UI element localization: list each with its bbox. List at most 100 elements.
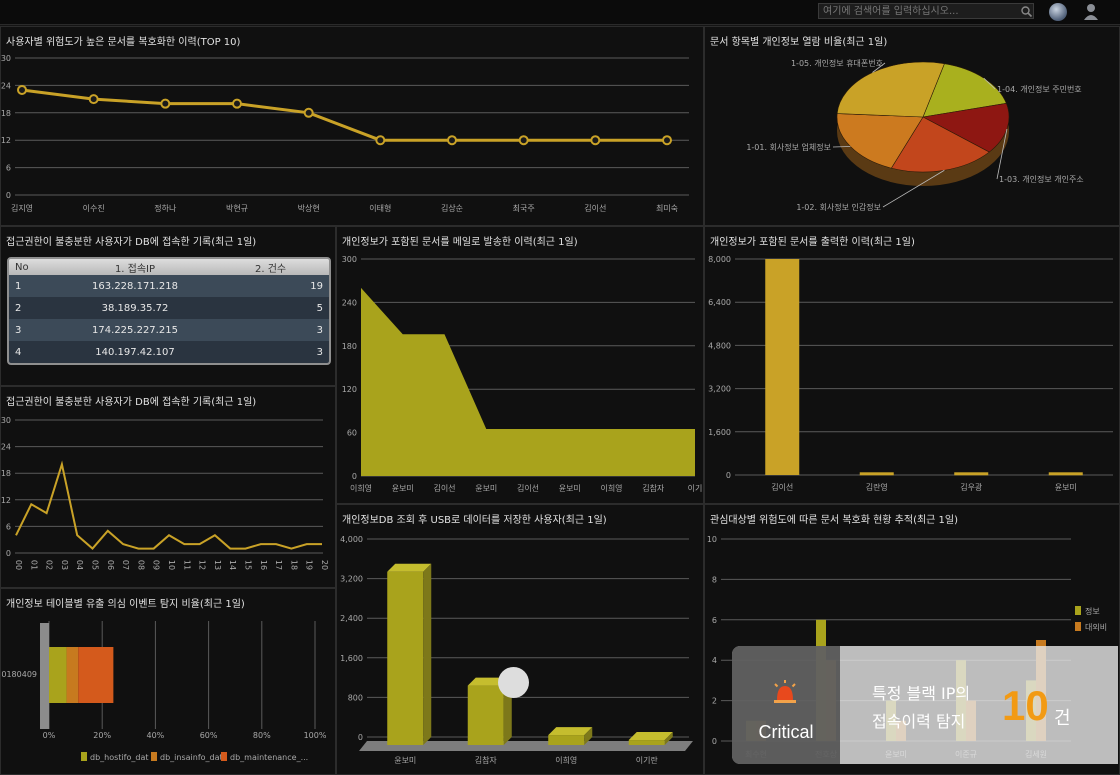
data-point xyxy=(232,98,242,109)
y-tick-label: 3,200 xyxy=(708,385,731,394)
bar-side xyxy=(423,563,432,745)
x-tick-label: 김란영 xyxy=(866,482,888,492)
cell-ip: 38.189.35.72 xyxy=(101,302,169,314)
event-bar-chart: 0% 20% 40% 60% 80% 100% 20180409 db_hostifo_dat… xyxy=(0,621,327,762)
y-tick-label: 20180409 xyxy=(0,670,37,679)
bar xyxy=(765,259,800,475)
bar-side xyxy=(664,732,673,745)
table-row[interactable]: 4 140.197.42.107 3 xyxy=(9,341,329,363)
legend-label: db_insainfo_dat xyxy=(160,753,223,762)
x-tick-label: 김이선 xyxy=(584,203,606,213)
y-tick-label: 60 xyxy=(347,429,357,438)
mail-area-chart: 0 60 120 180 240 300 이희영 윤보미 김이선 윤보미 김이선 윤보미 이희영 김참자 이… xyxy=(342,255,703,493)
search-input[interactable]: 여기에 검색어를 입력하십시오... xyxy=(818,3,1034,19)
panel-dbline: 접근권한이 불충분한 사용자가 DB에 접속한 기록(최근 1일) 0 6 12 18… xyxy=(0,386,336,588)
y-tick-label: 0 xyxy=(712,737,717,746)
x-tick-label: 이기 xyxy=(688,483,703,493)
x-tick-label: 80% xyxy=(253,731,271,740)
y-tick-label: 0 xyxy=(726,471,731,480)
header-no[interactable]: No xyxy=(15,261,29,273)
x-tick-label: 김지영 xyxy=(11,203,33,213)
data-point xyxy=(375,135,386,146)
user-icon[interactable] xyxy=(1083,3,1099,21)
y-tick-label: 3,200 xyxy=(340,575,363,584)
leader-line xyxy=(983,77,996,90)
header-count[interactable]: 2. 건수 xyxy=(255,263,287,275)
mouse-cursor xyxy=(498,667,529,698)
leader-line xyxy=(832,146,851,148)
data-point xyxy=(88,94,99,105)
alert-count-unit: 건 xyxy=(1054,708,1071,729)
table-header: No 1. 접속IP 2. 건수 xyxy=(9,259,329,275)
cell-count: 3 xyxy=(316,324,323,336)
x-tick-label: 정하나 xyxy=(154,203,177,213)
bar xyxy=(628,740,665,745)
siren-icon xyxy=(774,680,796,703)
x-tick-label: 김우광 xyxy=(960,482,983,492)
legend-swatch xyxy=(1075,622,1081,631)
alert-level: Critical xyxy=(758,722,814,742)
series-line xyxy=(21,88,667,142)
slice-label: 1-01. 회사정보 업체정보 xyxy=(746,142,831,152)
alert-message-line2: 접속이력 탐지 xyxy=(872,712,966,731)
x-tick-label: 15 xyxy=(244,560,253,570)
y-tick-label: 18 xyxy=(1,109,11,118)
x-tick-label: 20 xyxy=(320,560,329,570)
y-tick-label: 6 xyxy=(6,522,11,531)
x-tick-label: 김참자 xyxy=(475,755,498,765)
bar-top xyxy=(628,732,673,741)
x-tick-label: 09 xyxy=(152,560,161,570)
x-tick-label: 40% xyxy=(147,731,165,740)
panel-title: 사용자별 위험도가 높은 문서를 복호화한 이력(TOP 10) xyxy=(6,37,241,48)
leader-line xyxy=(882,169,945,208)
panel-title: 접근권한이 불충분한 사용자가 DB에 접속한 기록(최근 1일) xyxy=(6,237,257,248)
y-tick-label: 30 xyxy=(1,416,11,425)
bar-side xyxy=(584,727,593,745)
cell-count: 19 xyxy=(310,280,323,292)
critical-alert-toast[interactable]: Critical 특정 블랙 IP의 접속이력 탐지 10 건 xyxy=(732,646,1118,764)
x-tick-label: 윤보미 xyxy=(1055,483,1077,492)
x-tick-label: 이희영 xyxy=(600,483,622,493)
panel-dbtable: 접근권한이 불충분한 사용자가 DB에 접속한 기록(최근 1일) No 1. … xyxy=(0,226,336,386)
x-tick-label: 60% xyxy=(200,731,218,740)
x-tick-label: 김참자 xyxy=(642,483,665,493)
panel-title: 개인정보DB 조회 후 USB로 데이터를 저장한 사용자(최근 1일) xyxy=(342,515,607,526)
y-tick-label: 24 xyxy=(1,81,11,90)
panel-title: 개인정보가 포함된 문서를 출력한 이력(최근 1일) xyxy=(710,237,915,248)
x-tick-label: 박현규 xyxy=(226,203,248,213)
header-ip[interactable]: 1. 접속IP xyxy=(114,263,156,275)
x-tick-label: 06 xyxy=(106,560,115,570)
pie-slice xyxy=(836,61,945,118)
legend-swatch xyxy=(151,752,157,761)
x-tick-label: 03 xyxy=(60,560,69,570)
y-tick-label: 1,600 xyxy=(708,428,731,437)
bar-top xyxy=(387,563,432,572)
table-row[interactable]: 3 174.225.227.215 3 xyxy=(9,319,329,341)
y-tick-label: 10 xyxy=(707,535,717,544)
y-tick-label: 30 xyxy=(1,54,11,63)
x-tick-label: 윤보미 xyxy=(475,484,497,493)
alert-count: 10 xyxy=(1002,682,1049,729)
globe-icon[interactable] xyxy=(1049,3,1067,21)
top-bar: 여기에 검색어를 입력하십시오... xyxy=(0,0,1120,25)
bar xyxy=(859,472,894,476)
data-point xyxy=(590,135,601,146)
y-tick-label: 24 xyxy=(1,443,11,452)
cell-no: 2 xyxy=(15,302,22,314)
x-tick-label: 최국주 xyxy=(513,203,535,213)
alert-level-box: Critical xyxy=(732,646,840,764)
panel-print: 개인정보가 포함된 문서를 출력한 이력(최근 1일) 0 1,600 3,200 4… xyxy=(704,226,1120,504)
table-row[interactable]: 1 163.228.171.218 19 xyxy=(9,275,329,297)
legend-swatch xyxy=(81,752,87,761)
x-tick-label: 20% xyxy=(93,731,111,740)
ip-table: No 1. 접속IP 2. 건수 1 163.228.171.218 19 2 38.… xyxy=(7,257,331,365)
x-tick-label: 01 xyxy=(29,560,38,570)
y-tick-label: 120 xyxy=(342,385,357,394)
table-row[interactable]: 2 38.189.35.72 5 xyxy=(9,297,329,319)
cell-ip: 174.225.227.215 xyxy=(92,324,178,336)
x-tick-label: 최미숙 xyxy=(656,203,678,213)
floor xyxy=(359,741,693,751)
search-icon[interactable] xyxy=(1021,6,1033,18)
alert-message-line1: 특정 블랙 IP의 xyxy=(872,684,971,703)
